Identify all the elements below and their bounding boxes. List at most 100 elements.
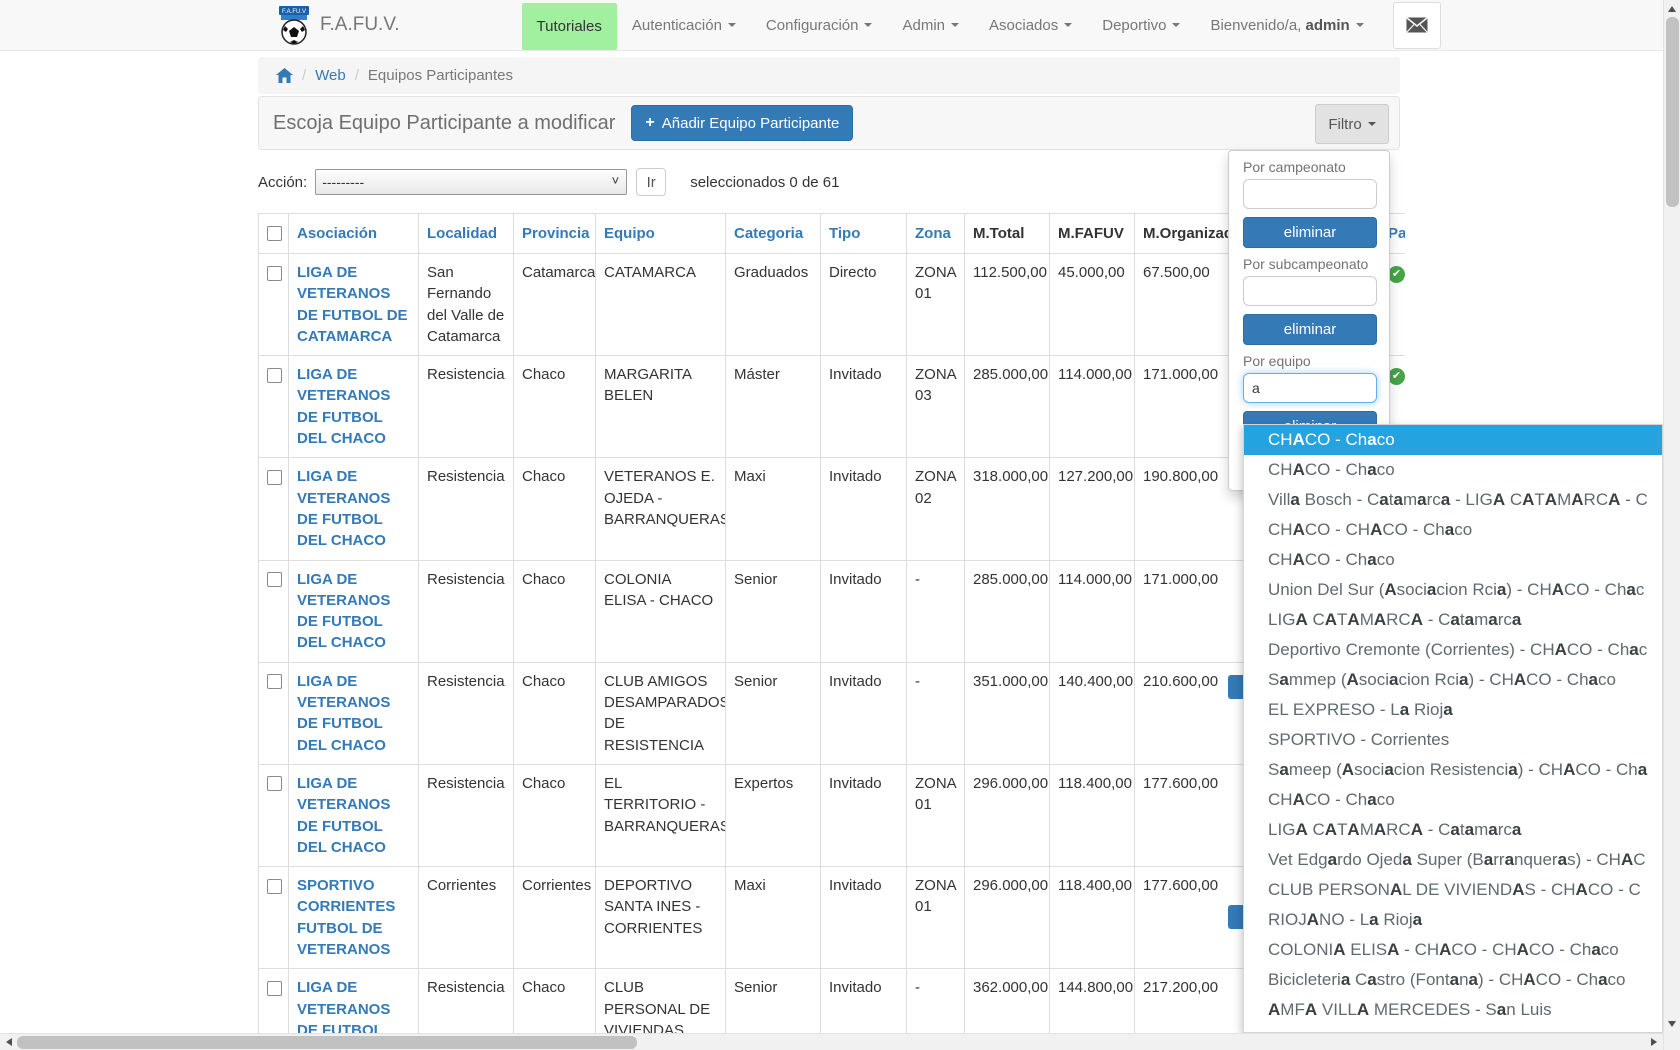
cell-asociacion[interactable]: LIGA DE VETERANOS DE FUTBOL DEL CHACO <box>289 356 419 458</box>
cell-tipo: Invitado <box>821 458 907 560</box>
autocomplete-item[interactable]: LIGA CATAMARCA - Catamarca <box>1244 815 1662 845</box>
select-all-checkbox[interactable] <box>267 226 282 241</box>
hidden-row-button-fragment[interactable] <box>1228 905 1243 929</box>
autocomplete-item[interactable]: Sammep (Asociacion Rcia) - CHACO - Chaco <box>1244 665 1662 695</box>
chevron-down-icon <box>1064 23 1072 27</box>
filter-label: Por subcampeonato <box>1243 256 1375 272</box>
cell-equipo: COLONIA ELISA - CHACO <box>596 560 726 662</box>
cell-asociacion[interactable]: LIGA DE VETERANOS DE FUTBOL DEL CHACO <box>289 458 419 560</box>
autocomplete-item[interactable]: CHACO - Chaco <box>1244 425 1662 455</box>
nav-item-admin[interactable]: Admin <box>887 2 974 49</box>
nav-item-tutoriales[interactable]: Tutoriales <box>522 3 617 50</box>
filter-eliminar-button[interactable]: eliminar <box>1243 314 1377 345</box>
col-header-Categoria[interactable]: Categoria <box>726 214 821 254</box>
autocomplete-item[interactable]: RIOJANO - La Rioja <box>1244 905 1662 935</box>
row-checkbox[interactable] <box>267 368 282 383</box>
row-checkbox[interactable] <box>267 266 282 281</box>
nav-item-deportivo[interactable]: Deportivo <box>1087 2 1195 49</box>
autocomplete-item[interactable]: Union Del Sur (Asociacion Rcia) - CHACO … <box>1244 575 1662 605</box>
autocomplete-item[interactable]: CHACO - CHACO - Chaco <box>1244 515 1662 545</box>
vertical-scrollbar-thumb[interactable] <box>1666 17 1679 207</box>
autocomplete-item[interactable]: COLONIA ELISA - CHACO - CHACO - Chaco <box>1244 935 1662 965</box>
cell-categoria: Senior <box>726 560 821 662</box>
nav-item-autenticación[interactable]: Autenticación <box>617 2 751 49</box>
cell-zona: ZONA 01 <box>907 764 965 866</box>
hidden-row-button-fragment[interactable] <box>1228 675 1243 699</box>
vertical-scrollbar[interactable] <box>1663 0 1680 1050</box>
col-header-Asociación[interactable]: Asociación <box>289 214 419 254</box>
add-equipo-button[interactable]: + Añadir Equipo Participante <box>631 105 853 141</box>
selected-count: seleccionados 0 de 61 <box>690 174 839 191</box>
autocomplete-item[interactable]: CHACO - Chaco <box>1244 785 1662 815</box>
mail-button[interactable] <box>1393 2 1441 49</box>
col-header-Tipo[interactable]: Tipo <box>821 214 907 254</box>
cell-provincia: Corrientes <box>514 867 596 969</box>
envelope-icon <box>1406 17 1428 33</box>
filter-eliminar-button[interactable]: eliminar <box>1243 217 1377 248</box>
cell-asociacion[interactable]: SPORTIVO CORRIENTES FUTBOL DE VETERANOS <box>289 867 419 969</box>
autocomplete-item[interactable]: AMFA VILLA MERCEDES - San Luis <box>1244 995 1662 1025</box>
col-header-Zona[interactable]: Zona <box>907 214 965 254</box>
go-button[interactable]: Ir <box>636 168 666 196</box>
row-checkbox[interactable] <box>267 981 282 996</box>
row-checkbox[interactable] <box>267 879 282 894</box>
cell-tipo: Invitado <box>821 356 907 458</box>
filter-input-por-equipo[interactable] <box>1243 373 1377 403</box>
scroll-down-arrow-icon[interactable] <box>1668 1021 1676 1027</box>
cell-categoria: Maxi <box>726 867 821 969</box>
scroll-up-arrow-icon[interactable] <box>1668 6 1676 12</box>
cell-asociacion[interactable]: LIGA DE VETERANOS DE FUTBOL DEL CHACO <box>289 662 419 764</box>
col-header-Provincia[interactable]: Provincia <box>514 214 596 254</box>
cell-checkbox <box>259 662 289 764</box>
nav-item-asociados[interactable]: Asociados <box>974 2 1087 49</box>
cell-categoria: Graduados <box>726 254 821 356</box>
scroll-left-arrow-icon[interactable] <box>6 1038 12 1046</box>
autocomplete-item[interactable]: Vet Edgardo Ojeda Super (Barranqueras) -… <box>1244 845 1662 875</box>
autocomplete-item[interactable]: LIGA CATAMARCA - Catamarca <box>1244 605 1662 635</box>
cell-asociacion[interactable]: LIGA DE VETERANOS DE FUTBOL DE CATAMARCA <box>289 254 419 356</box>
row-checkbox[interactable] <box>267 470 282 485</box>
brand[interactable]: F.A.FU.V F.A.FU.V. <box>276 5 400 45</box>
col-header-Localidad[interactable]: Localidad <box>419 214 514 254</box>
filter-input-por-subcampeonato[interactable] <box>1243 276 1377 306</box>
row-checkbox[interactable] <box>267 572 282 587</box>
username: admin <box>1306 17 1350 34</box>
horizontal-scrollbar-thumb[interactable] <box>17 1036 637 1049</box>
row-checkbox[interactable] <box>267 776 282 791</box>
page-header: Escoja Equipo Participante a modificar +… <box>258 96 1400 150</box>
scroll-right-arrow-icon[interactable] <box>1651 1038 1657 1046</box>
cell-asociacion[interactable]: LIGA DE VETERANOS DE FUTBOL DEL CHACO <box>289 764 419 866</box>
autocomplete-item[interactable]: EL EXPRESO - La Rioja <box>1244 695 1662 725</box>
cell-asociacion[interactable]: LIGA DE VETERANOS DE FUTBOL DEL CHACO <box>289 560 419 662</box>
nav-item-configuración[interactable]: Configuración <box>751 2 888 49</box>
horizontal-scrollbar[interactable] <box>0 1033 1663 1050</box>
cell-equipo: DEPORTIVO SANTA INES - CORRIENTES <box>596 867 726 969</box>
breadcrumb-current: Equipos Participantes <box>368 67 513 84</box>
cell-m_total: 318.000,00 <box>965 458 1050 560</box>
cell-categoria: Expertos <box>726 764 821 866</box>
cell-m_total: 112.500,00 <box>965 254 1050 356</box>
cell-checkbox <box>259 458 289 560</box>
action-select[interactable]: --------- <box>315 169 627 195</box>
cell-categoria: Senior <box>726 662 821 764</box>
breadcrumb-link-web[interactable]: Web <box>315 67 346 84</box>
cell-tipo: Invitado <box>821 560 907 662</box>
home-icon[interactable] <box>276 68 293 84</box>
col-header-Equipo[interactable]: Equipo <box>596 214 726 254</box>
filter-dropdown-button[interactable]: Filtro <box>1315 104 1389 144</box>
autocomplete-item[interactable]: Sameep (Asociacion Resistencia) - CHACO … <box>1244 755 1662 785</box>
autocomplete-item[interactable]: CHACO - Chaco <box>1244 545 1662 575</box>
cell-provincia: Chaco <box>514 356 596 458</box>
cell-zona: ZONA 03 <box>907 356 965 458</box>
autocomplete-item[interactable]: CHACO - Chaco <box>1244 455 1662 485</box>
row-checkbox[interactable] <box>267 674 282 689</box>
filter-input-por-campeonato[interactable] <box>1243 179 1377 209</box>
nav-user-menu[interactable]: Bienvenido/a, admin <box>1195 2 1378 49</box>
autocomplete-item[interactable]: Deportivo Cremonte (Corrientes) - CHACO … <box>1244 635 1662 665</box>
autocomplete-item[interactable]: Bicicleteria Castro (Fontana) - CHACO - … <box>1244 965 1662 995</box>
cell-equipo: CLUB AMIGOS DESAMPARADOS DE RESISTENCIA <box>596 662 726 764</box>
autocomplete-item[interactable]: CLUB PERSONAL DE VIVIENDAS - CHACO - C <box>1244 875 1662 905</box>
autocomplete-item[interactable]: SPORTIVO - Corrientes <box>1244 725 1662 755</box>
autocomplete-item[interactable]: Villa Bosch - Catamarca - LIGA CATAMARCA… <box>1244 485 1662 515</box>
cell-localidad: Resistencia <box>419 662 514 764</box>
